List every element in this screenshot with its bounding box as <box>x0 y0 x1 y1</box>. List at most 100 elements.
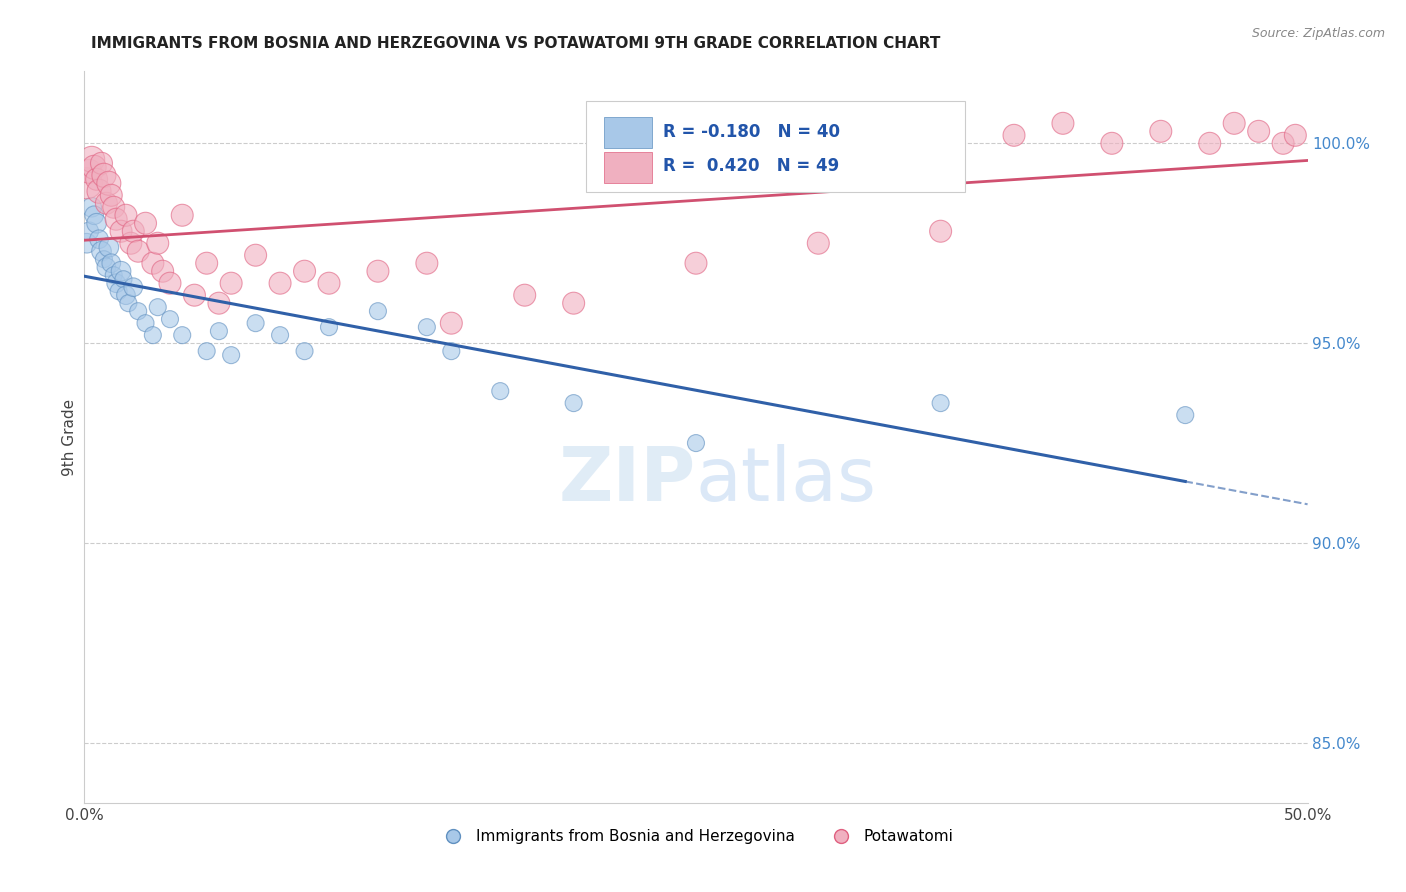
Point <box>83 208 105 222</box>
Point <box>1052 116 1074 130</box>
Point <box>112 272 135 286</box>
Point <box>513 288 536 302</box>
Point <box>195 256 218 270</box>
Point <box>80 200 103 214</box>
Point <box>87 184 110 198</box>
Point <box>110 224 132 238</box>
Point <box>86 172 108 186</box>
Point <box>208 296 231 310</box>
Point <box>172 328 194 343</box>
Point <box>122 280 145 294</box>
Point <box>219 276 242 290</box>
Point <box>318 320 340 334</box>
Point <box>416 320 439 334</box>
Point <box>122 224 145 238</box>
Point <box>76 236 98 251</box>
Point <box>245 248 267 262</box>
Point <box>929 224 952 238</box>
Point <box>172 208 194 222</box>
Point <box>80 153 103 167</box>
Point <box>1223 116 1246 130</box>
Point <box>1247 124 1270 138</box>
Point <box>208 324 231 338</box>
FancyBboxPatch shape <box>605 152 652 183</box>
Point <box>929 396 952 410</box>
Y-axis label: 9th Grade: 9th Grade <box>62 399 77 475</box>
Text: ZIP: ZIP <box>558 444 696 517</box>
Point <box>77 164 100 178</box>
Point <box>93 169 115 183</box>
Text: atlas: atlas <box>696 444 877 517</box>
Point <box>152 264 174 278</box>
Point <box>117 296 139 310</box>
Point <box>87 232 110 246</box>
Point <box>1150 124 1173 138</box>
Point <box>294 264 316 278</box>
Point <box>96 196 118 211</box>
Point <box>1002 128 1025 143</box>
Point <box>367 304 389 318</box>
Point <box>1174 408 1197 422</box>
Point <box>105 276 128 290</box>
Point <box>115 208 138 222</box>
Point <box>807 236 830 251</box>
Point <box>127 304 149 318</box>
Point <box>93 252 115 267</box>
FancyBboxPatch shape <box>605 118 652 148</box>
Point <box>245 316 267 330</box>
Point <box>120 236 142 251</box>
Point <box>146 300 169 314</box>
Point <box>195 344 218 359</box>
FancyBboxPatch shape <box>586 101 965 192</box>
Point <box>103 200 125 214</box>
Point <box>562 296 585 310</box>
Point <box>97 240 120 254</box>
Point <box>269 276 291 290</box>
Point <box>183 288 205 302</box>
Point <box>86 216 108 230</box>
Text: R = -0.180   N = 40: R = -0.180 N = 40 <box>664 123 839 141</box>
Point <box>107 284 129 298</box>
Point <box>97 176 120 190</box>
Point <box>105 212 128 227</box>
Point <box>269 328 291 343</box>
Point <box>159 276 181 290</box>
Text: R =  0.420   N = 49: R = 0.420 N = 49 <box>664 158 839 176</box>
Point <box>77 224 100 238</box>
Point <box>1284 128 1306 143</box>
Point <box>135 216 157 230</box>
Point <box>440 344 463 359</box>
Point <box>440 316 463 330</box>
Point <box>142 256 165 270</box>
Legend: Immigrants from Bosnia and Herzegovina, Potawatomi: Immigrants from Bosnia and Herzegovina, … <box>432 822 960 850</box>
Point <box>115 288 138 302</box>
Point <box>127 244 149 259</box>
Text: IMMIGRANTS FROM BOSNIA AND HERZEGOVINA VS POTAWATOMI 9TH GRADE CORRELATION CHART: IMMIGRANTS FROM BOSNIA AND HERZEGOVINA V… <box>91 36 941 51</box>
Point <box>685 256 707 270</box>
Point <box>294 344 316 359</box>
Point <box>367 264 389 278</box>
Point <box>96 260 118 275</box>
Point <box>110 264 132 278</box>
Point <box>562 396 585 410</box>
Point <box>489 384 512 398</box>
Point <box>90 156 112 170</box>
Point <box>416 256 439 270</box>
Point <box>90 244 112 259</box>
Text: Source: ZipAtlas.com: Source: ZipAtlas.com <box>1251 27 1385 40</box>
Point <box>1272 136 1295 151</box>
Point <box>100 256 122 270</box>
Point <box>318 276 340 290</box>
Point <box>146 236 169 251</box>
Point <box>219 348 242 362</box>
Point <box>685 436 707 450</box>
Point <box>76 176 98 190</box>
Point <box>135 316 157 330</box>
Point <box>1101 136 1123 151</box>
Point <box>159 312 181 326</box>
Point <box>142 328 165 343</box>
Point <box>1198 136 1220 151</box>
Point <box>103 268 125 283</box>
Point <box>83 161 105 175</box>
Point <box>100 188 122 202</box>
